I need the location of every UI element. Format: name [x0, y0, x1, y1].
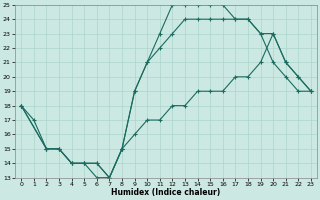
X-axis label: Humidex (Indice chaleur): Humidex (Indice chaleur)	[111, 188, 221, 197]
